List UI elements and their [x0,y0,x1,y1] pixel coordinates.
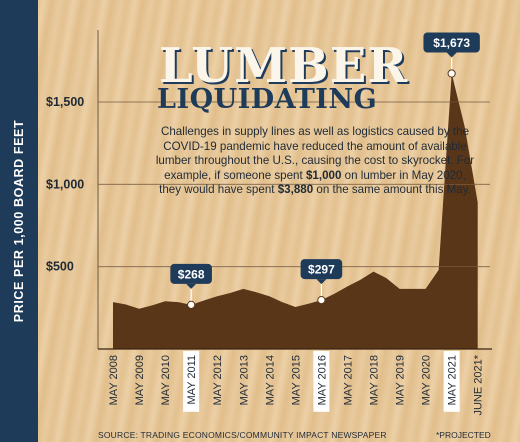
x-tick-0: MAY 2008 [108,355,120,405]
area-series [113,73,478,349]
description-text-1: Challenges in supply lines as well as lo… [155,125,475,182]
y-tick-label-1500: $1,500 [46,95,84,109]
callout-pointer-1 [316,279,327,285]
x-tick-label-5: MAY 2013 [238,355,250,405]
x-tick-label-10: MAY 2018 [369,355,381,405]
x-tick-label-6: MAY 2014 [264,355,276,405]
x-tick-label-13: MAY 2021 [447,355,459,405]
callout-pointer-2 [446,52,457,58]
callout-point-1 [317,295,326,305]
x-tick-7: MAY 2015 [290,355,302,405]
callout-box-1 [300,259,343,280]
x-tick-label-7: MAY 2015 [290,355,302,405]
x-tick-6: MAY 2014 [264,355,276,405]
chart-description: Challenges in supply lines as well as lo… [155,125,475,198]
chart-subtitle: LIQUIDATING [157,84,378,115]
callout-pointer-0 [186,283,197,289]
y-tick-label-1000: $1,000 [46,177,84,191]
x-tick-label-11: MAY 2019 [395,355,407,405]
callout-box-2 [423,32,480,53]
x-tick-10: MAY 2018 [369,355,381,405]
x-tick-3: MAY 2011 [183,351,200,412]
y-axis-sidebar: PRICE PER 1,000 BOARD FEET [0,0,38,442]
x-tick-12: MAY 2020 [421,355,433,405]
x-tick-9: MAY 2017 [342,355,354,405]
source-note: SOURCE: TRADING ECONOMICS/COMMUNITY IMPA… [98,430,387,440]
projected-note: *PROJECTED [436,430,491,440]
x-tick-label-1: MAY 2009 [134,355,146,405]
callout-point-0 [187,300,196,309]
x-tick-highlight-13 [443,351,460,412]
x-tick-11: MAY 2019 [395,355,407,405]
callout-point-2 [447,69,456,78]
x-tick-5: MAY 2013 [238,355,250,405]
x-tick-label-4: MAY 2012 [212,355,224,405]
x-tick-2: MAY 2010 [160,355,172,405]
x-tick-label-2: MAY 2010 [160,355,172,405]
x-tick-14: JUNE 2021* [473,354,485,415]
x-tick-label-14: JUNE 2021* [473,354,485,415]
description-text-2: on lumber in May 2020, they would have s… [159,168,466,197]
callout-label-2: $1,673 [433,36,470,50]
x-tick-label-9: MAY 2017 [342,355,354,405]
x-tick-label-0: MAY 2008 [108,355,120,405]
x-tick-label-12: MAY 2020 [421,355,433,405]
callout-label-0: $268 [178,267,205,281]
x-tick-4: MAY 2012 [212,355,224,405]
description-text-3: on the same amount this May. [313,183,471,197]
chart-title: LUMBER [159,38,409,94]
callout-label-1: $297 [308,263,335,277]
x-tick-1: MAY 2009 [134,355,146,405]
x-tick-highlight-3 [183,351,200,412]
description-bold-2: $3,880 [277,183,314,197]
description-bold-1: $1,000 [305,168,342,182]
x-tick-label-8: MAY 2016 [316,355,328,405]
x-tick-13: MAY 2021 [443,351,460,412]
callout-box-0 [170,263,212,284]
x-tick-label-3: MAY 2011 [186,355,198,405]
x-tick-8: MAY 2016 [313,351,330,412]
y-tick-label-500: $500 [46,260,74,274]
x-tick-highlight-8 [313,351,330,412]
